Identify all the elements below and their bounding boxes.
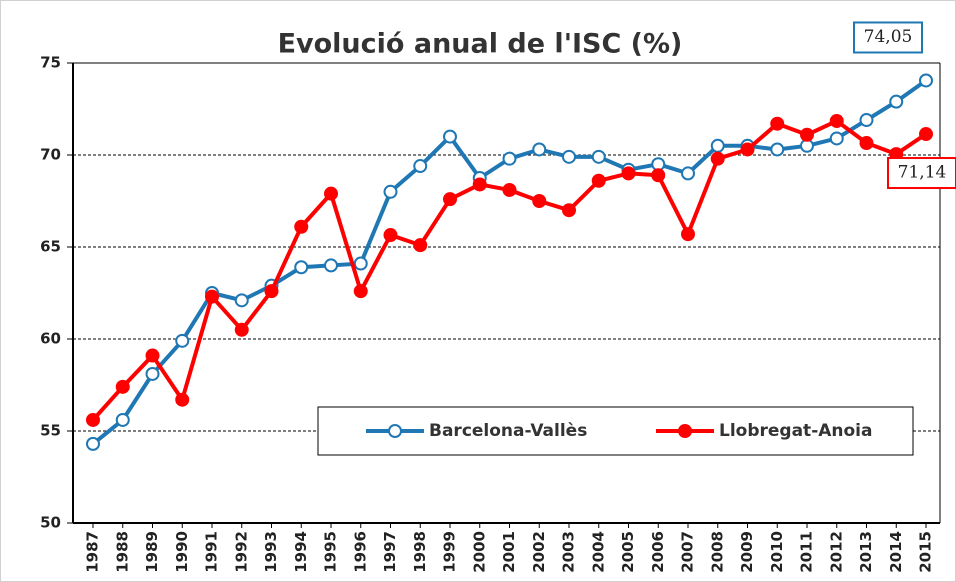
point xyxy=(681,166,695,181)
legend-marker xyxy=(388,424,402,438)
x-tick-label: 1998 xyxy=(411,531,429,573)
y-tick-label: 75 xyxy=(40,54,61,72)
x-tick-label: 1993 xyxy=(262,531,280,573)
x-tick-label: 2010 xyxy=(768,531,786,573)
point xyxy=(264,284,279,299)
legend-label: Barcelona-Vallès xyxy=(429,421,587,441)
x-tick-label: 2011 xyxy=(798,531,816,573)
point xyxy=(205,289,219,304)
chart-title: Evolució anual de l'ISC (%) xyxy=(278,29,683,60)
x-tick-label: 2001 xyxy=(500,531,518,573)
legend-label: Llobregat-Anoia xyxy=(719,421,872,441)
point xyxy=(145,348,160,363)
x-tick-label: 1994 xyxy=(292,531,310,573)
x-tick-label: 2002 xyxy=(530,531,548,573)
point xyxy=(175,392,190,407)
x-tick-label: 1989 xyxy=(143,531,161,573)
value-label: 71,14 xyxy=(898,163,947,183)
x-tick-label: 1999 xyxy=(441,531,459,573)
point xyxy=(829,131,844,146)
x-tick-label: 1990 xyxy=(173,531,191,573)
x-tick-label: 2000 xyxy=(470,531,488,573)
point xyxy=(413,159,428,174)
point xyxy=(889,94,904,109)
point xyxy=(532,142,547,157)
y-tick-label: 55 xyxy=(40,422,61,440)
x-tick-label: 1987 xyxy=(84,531,102,573)
x-tick-label: 1992 xyxy=(232,531,250,573)
x-tick-label: 1997 xyxy=(381,531,399,573)
point xyxy=(532,194,547,208)
point xyxy=(86,436,100,451)
x-tick-label: 1988 xyxy=(113,531,131,573)
value-label: 74,05 xyxy=(864,27,913,47)
point xyxy=(234,293,249,308)
point xyxy=(859,136,874,151)
point xyxy=(651,168,666,183)
x-tick-label: 2005 xyxy=(619,531,637,573)
x-tick-label: 2013 xyxy=(857,531,875,573)
y-tick-label: 60 xyxy=(40,330,61,348)
point xyxy=(591,173,606,188)
point xyxy=(472,177,487,192)
point xyxy=(859,113,874,128)
value-label-box xyxy=(887,157,956,190)
x-tick-label: 2009 xyxy=(738,531,756,573)
point xyxy=(591,149,606,164)
x-tick-label: 1991 xyxy=(203,531,221,573)
x-tick-label: 2012 xyxy=(827,531,845,573)
point xyxy=(829,113,844,128)
point xyxy=(175,333,190,348)
x-tick-label: 2015 xyxy=(917,531,935,573)
point xyxy=(919,127,933,142)
y-tick-label: 70 xyxy=(40,146,61,164)
value-label-box xyxy=(853,21,923,54)
point xyxy=(710,138,725,153)
point xyxy=(413,238,428,253)
point xyxy=(562,203,576,218)
x-tick-label: 2006 xyxy=(649,531,667,573)
point xyxy=(770,142,785,157)
point xyxy=(562,149,576,164)
point xyxy=(86,412,100,427)
point xyxy=(383,184,398,199)
point xyxy=(383,228,398,243)
point xyxy=(800,127,814,142)
point xyxy=(115,379,130,394)
legend-marker xyxy=(678,424,692,438)
y-tick-label: 65 xyxy=(40,238,61,256)
point xyxy=(502,182,517,197)
point xyxy=(443,192,457,207)
point xyxy=(294,219,309,234)
point xyxy=(710,151,725,166)
point xyxy=(145,366,160,381)
x-tick-label: 2003 xyxy=(560,531,578,573)
point xyxy=(443,129,457,144)
x-tick-label: 2004 xyxy=(589,531,607,573)
point xyxy=(294,260,309,275)
point xyxy=(353,284,368,299)
point xyxy=(234,322,249,337)
point xyxy=(919,73,933,88)
x-tick-label: 2014 xyxy=(887,531,905,573)
x-tick-label: 1995 xyxy=(322,531,340,573)
x-tick-label: 1996 xyxy=(351,531,369,573)
point xyxy=(324,258,338,273)
point xyxy=(740,142,755,157)
point xyxy=(770,116,785,131)
point xyxy=(115,412,130,427)
point xyxy=(681,227,695,242)
point xyxy=(621,166,636,181)
point xyxy=(324,186,338,201)
x-tick-label: 2008 xyxy=(708,531,726,573)
point xyxy=(502,151,517,166)
x-tick-label: 2007 xyxy=(679,531,697,573)
point xyxy=(353,256,368,271)
y-tick-label: 50 xyxy=(40,514,61,532)
